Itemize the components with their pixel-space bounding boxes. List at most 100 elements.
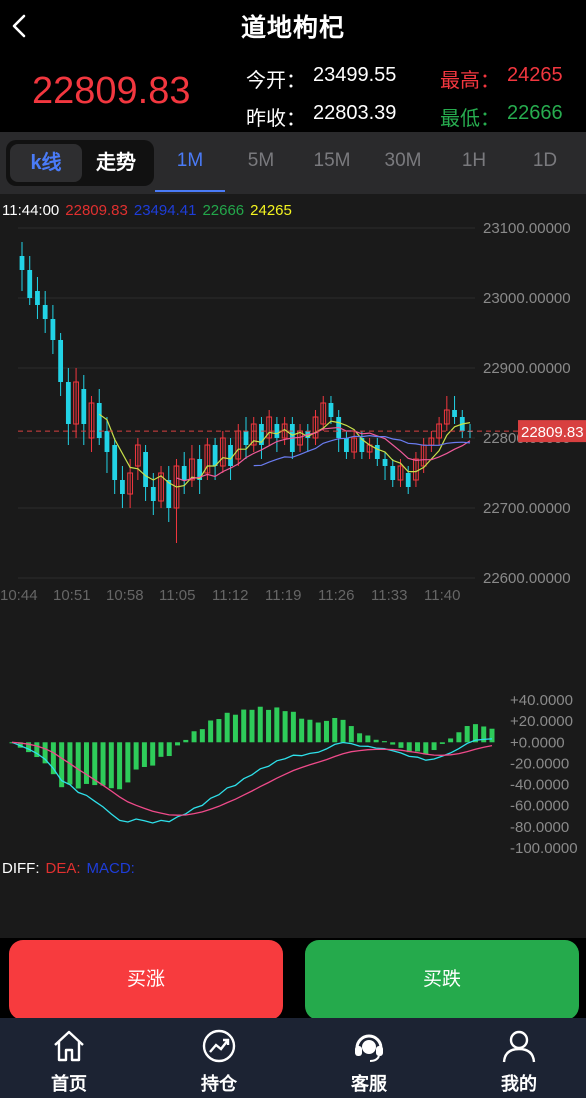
high-value: 24265	[507, 64, 563, 86]
buy-up-button[interactable]: 买涨	[9, 940, 283, 1020]
macd-diff-line	[11, 738, 493, 824]
macd-axis-label: -40.0000	[510, 777, 569, 794]
macd-bar	[199, 729, 205, 743]
macd-bar	[340, 719, 346, 743]
time-axis-label: 11:05	[159, 587, 195, 604]
nav-positions-label: 持仓	[201, 1074, 237, 1094]
macd-bar	[431, 742, 437, 751]
macd-bar	[125, 742, 131, 783]
candlestick-chart[interactable]: 23100.0000023000.0000022900.0000022800.0…	[0, 220, 586, 610]
candle	[127, 472, 134, 495]
candle	[88, 402, 95, 439]
candle	[359, 438, 365, 452]
candle	[150, 487, 156, 501]
candle	[158, 472, 164, 502]
timeframe-30m[interactable]: 30M	[384, 150, 422, 171]
macd-axis-label: +40.0000	[510, 692, 573, 709]
candle	[228, 445, 233, 466]
candle	[413, 458, 419, 481]
candle	[181, 466, 187, 480]
chart-circle-icon	[202, 1029, 236, 1063]
timeframe-5m[interactable]: 5M	[247, 150, 275, 171]
macd-bar	[50, 742, 56, 775]
price-axis-label: 23000.00000	[483, 290, 571, 307]
candle	[189, 458, 195, 481]
ma5-line	[98, 413, 471, 488]
candle	[112, 445, 118, 480]
trend-tab[interactable]: 走势	[96, 152, 136, 174]
macd-bar	[481, 726, 487, 743]
macd-bar	[348, 726, 354, 743]
open-value: 23499.55	[313, 64, 397, 86]
macd-bar	[141, 742, 147, 767]
macd-axis-label: -100.0000	[510, 840, 578, 857]
macd-bar	[274, 707, 280, 743]
candle	[73, 381, 79, 425]
nav-profile-label: 我的	[501, 1074, 537, 1094]
candle	[266, 416, 273, 439]
back-arrow-icon[interactable]	[8, 10, 32, 42]
timeframe-15m[interactable]: 15M	[313, 150, 351, 171]
candle-info-line: 11:44:00 22809.83 23494.41 22666 24265	[2, 202, 298, 219]
timeframe-1h[interactable]: 1H	[461, 150, 487, 171]
nav-home[interactable]: 首页	[9, 1018, 129, 1098]
macd-bar	[108, 742, 114, 789]
macd-bar	[191, 731, 197, 743]
last-price-tag	[518, 420, 586, 443]
macd-bar	[266, 709, 272, 743]
candle	[351, 437, 358, 453]
macd-bar	[133, 742, 139, 770]
time-axis-label: 11:26	[318, 587, 354, 604]
chart-mode-toggle: k线 走势	[6, 140, 154, 186]
macd-bar	[183, 739, 189, 743]
candle	[134, 444, 141, 467]
open-label: 今开：	[246, 70, 306, 92]
timeframe-1m[interactable]: 1M	[176, 150, 204, 171]
macd-axis-label: -20.0000	[510, 755, 569, 772]
timeframe-1d[interactable]: 1D	[532, 150, 558, 171]
macd-bar	[42, 742, 48, 764]
candle	[65, 382, 71, 424]
macd-bar	[92, 742, 98, 786]
user-icon	[502, 1030, 536, 1063]
candle	[382, 459, 388, 466]
low-label: 最低：	[440, 108, 500, 130]
prev-close-value: 22803.39	[313, 102, 397, 124]
macd-bar	[158, 742, 164, 757]
quote-panel: 22809.83 今开： 23499.55 最高： 24265 昨收： 2280…	[0, 52, 586, 132]
header: 道地枸杞	[0, 0, 586, 52]
macd-bar	[241, 709, 247, 743]
macd-bar	[282, 711, 288, 743]
macd-bar	[224, 712, 230, 743]
time-axis-label: 11:33	[371, 587, 407, 604]
candle	[212, 445, 218, 466]
time-axis-label: 10:44	[0, 587, 38, 604]
nav-service[interactable]: 客服	[309, 1018, 429, 1098]
nav-positions[interactable]: 持仓	[159, 1018, 279, 1098]
macd-bar	[315, 722, 321, 743]
candle	[120, 480, 125, 494]
macd-bar	[489, 728, 495, 743]
info-value-red: 22809.83	[65, 202, 128, 219]
candle	[374, 445, 380, 459]
ma10-line	[176, 426, 471, 482]
nav-profile[interactable]: 我的	[459, 1018, 579, 1098]
macd-bar	[307, 719, 313, 743]
macd-bar	[290, 711, 296, 743]
macd-macd-label: MACD:	[86, 860, 135, 877]
candle	[259, 424, 264, 445]
candle	[81, 389, 87, 424]
candle	[143, 452, 148, 487]
macd-bar	[439, 742, 445, 744]
time-axis-label: 10:58	[106, 587, 144, 604]
macd-bar	[323, 720, 329, 743]
buy-down-button[interactable]: 买跌	[305, 940, 579, 1020]
candle	[58, 340, 64, 382]
candle	[250, 423, 257, 446]
macd-bar	[257, 706, 263, 743]
macd-axis-label: -60.0000	[510, 798, 569, 815]
macd-axis-label: -80.0000	[510, 819, 569, 836]
macd-bar	[373, 739, 379, 743]
kline-tab[interactable]: k线	[10, 144, 82, 182]
high-label: 最高：	[440, 70, 500, 92]
